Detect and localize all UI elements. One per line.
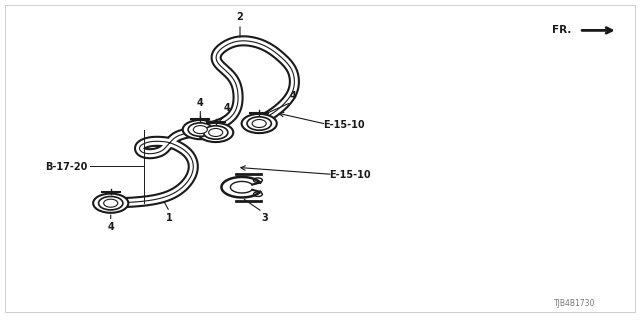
Ellipse shape <box>104 199 118 207</box>
Text: 1: 1 <box>166 213 173 223</box>
Text: 4: 4 <box>224 103 230 113</box>
Ellipse shape <box>183 120 218 139</box>
Ellipse shape <box>204 126 228 139</box>
Ellipse shape <box>242 114 277 133</box>
Ellipse shape <box>209 129 223 136</box>
Text: E-15-10: E-15-10 <box>323 120 365 130</box>
Text: 3: 3 <box>261 213 268 223</box>
Ellipse shape <box>247 117 271 130</box>
Text: TJB4B1730: TJB4B1730 <box>554 299 595 308</box>
Ellipse shape <box>93 194 128 213</box>
Text: E-15-10: E-15-10 <box>330 170 371 180</box>
Text: B-17-20: B-17-20 <box>45 162 87 172</box>
Text: 2: 2 <box>237 12 243 22</box>
Text: FR.: FR. <box>552 25 571 36</box>
Text: 4: 4 <box>108 222 114 232</box>
Ellipse shape <box>252 119 266 127</box>
Text: 4: 4 <box>290 92 296 101</box>
Ellipse shape <box>193 126 207 134</box>
Ellipse shape <box>198 123 234 142</box>
Ellipse shape <box>99 196 123 210</box>
Ellipse shape <box>188 123 212 136</box>
Text: 4: 4 <box>197 98 204 108</box>
